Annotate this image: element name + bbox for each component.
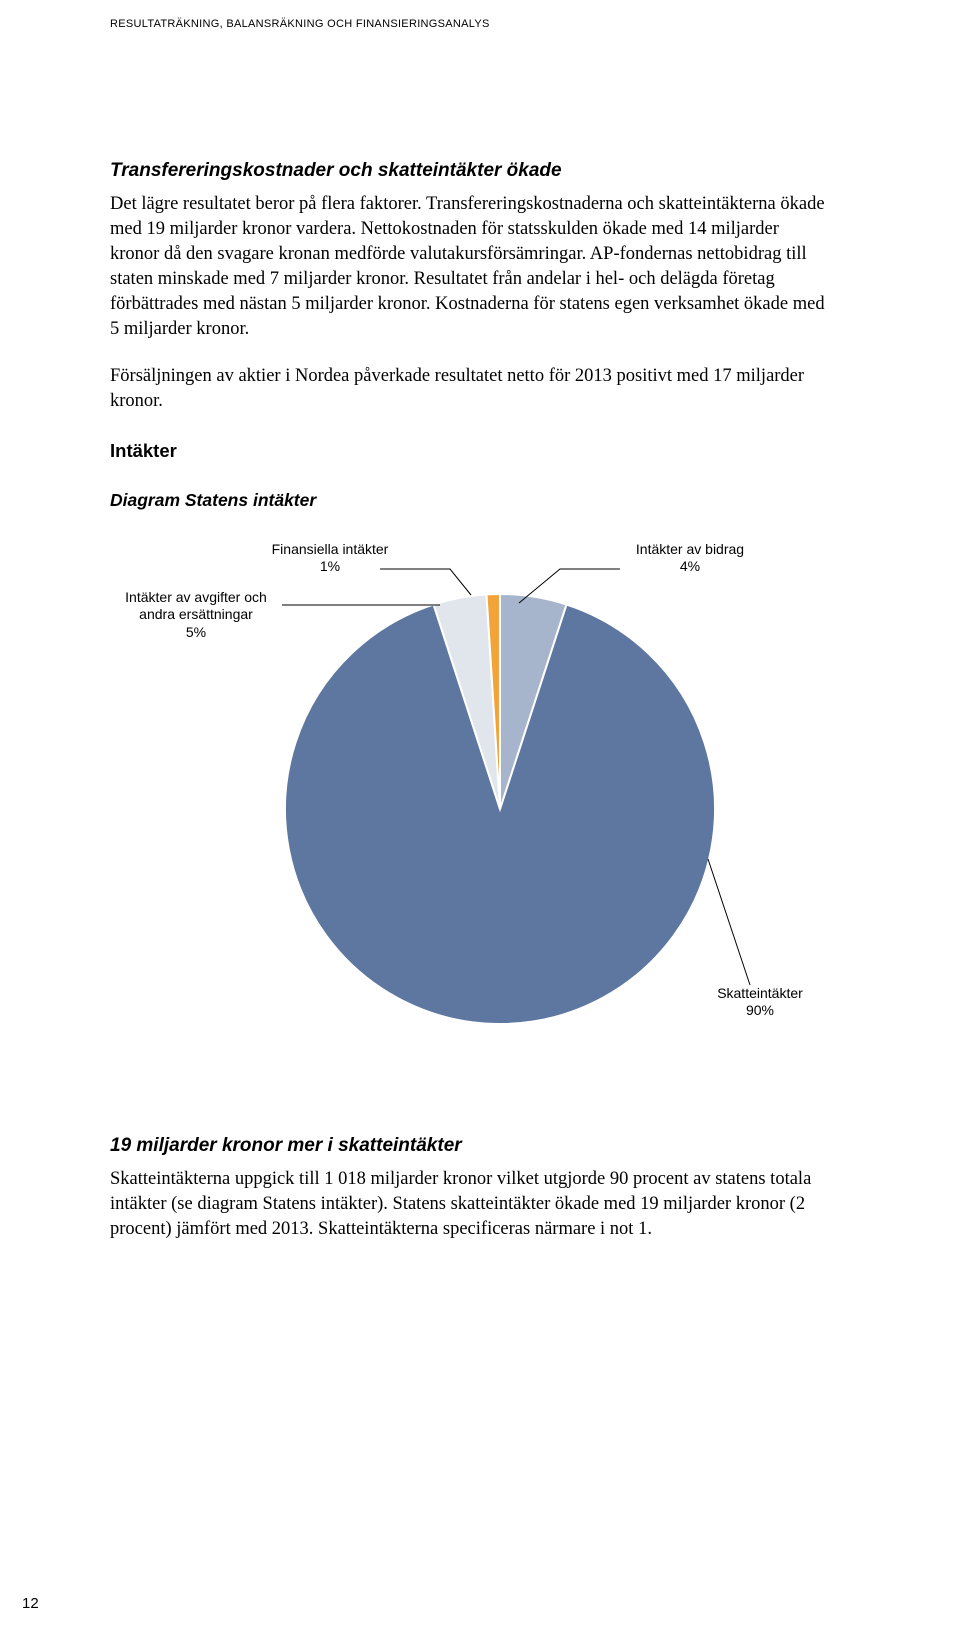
label-text: Skatteintäkter (700, 985, 820, 1003)
section1-heading: Transfereringskostnader och skatteintäkt… (110, 160, 850, 182)
pie-svg (280, 589, 720, 1029)
running-head: RESULTATRÄKNING, BALANSRÄKNING OCH FINAN… (110, 18, 850, 30)
label-pct: 5% (110, 624, 282, 642)
label-bidrag: Intäkter av bidrag 4% (620, 541, 760, 576)
intakter-heading: Intäkter (110, 440, 850, 462)
label-pct: 4% (620, 558, 760, 576)
diagram-title: Diagram Statens intäkter (110, 490, 850, 511)
section2-heading: 19 miljarder kronor mer i skatteintäkter (110, 1135, 850, 1157)
label-text: Intäkter av avgifter och (110, 589, 282, 607)
label-pct: 1% (260, 558, 400, 576)
page-number: 12 (22, 1595, 39, 1612)
label-skatte: Skatteintäkter 90% (700, 985, 820, 1020)
label-text: Intäkter av bidrag (620, 541, 760, 559)
label-text: Finansiella intäkter (260, 541, 400, 559)
section1-p2: Försäljningen av aktier i Nordea påverka… (110, 364, 830, 414)
label-text: andra ersättningar (110, 606, 282, 624)
section2-p1: Skatteintäkterna uppgick till 1 018 milj… (110, 1167, 830, 1242)
label-avgifter: Intäkter av avgifter och andra ersättnin… (110, 589, 282, 642)
pie-chart: Finansiella intäkter 1% Intäkter av bidr… (110, 529, 830, 1089)
label-pct: 90% (700, 1002, 820, 1020)
section1-p1: Det lägre resultatet beror på flera fakt… (110, 192, 830, 342)
label-finansiella: Finansiella intäkter 1% (260, 541, 400, 576)
